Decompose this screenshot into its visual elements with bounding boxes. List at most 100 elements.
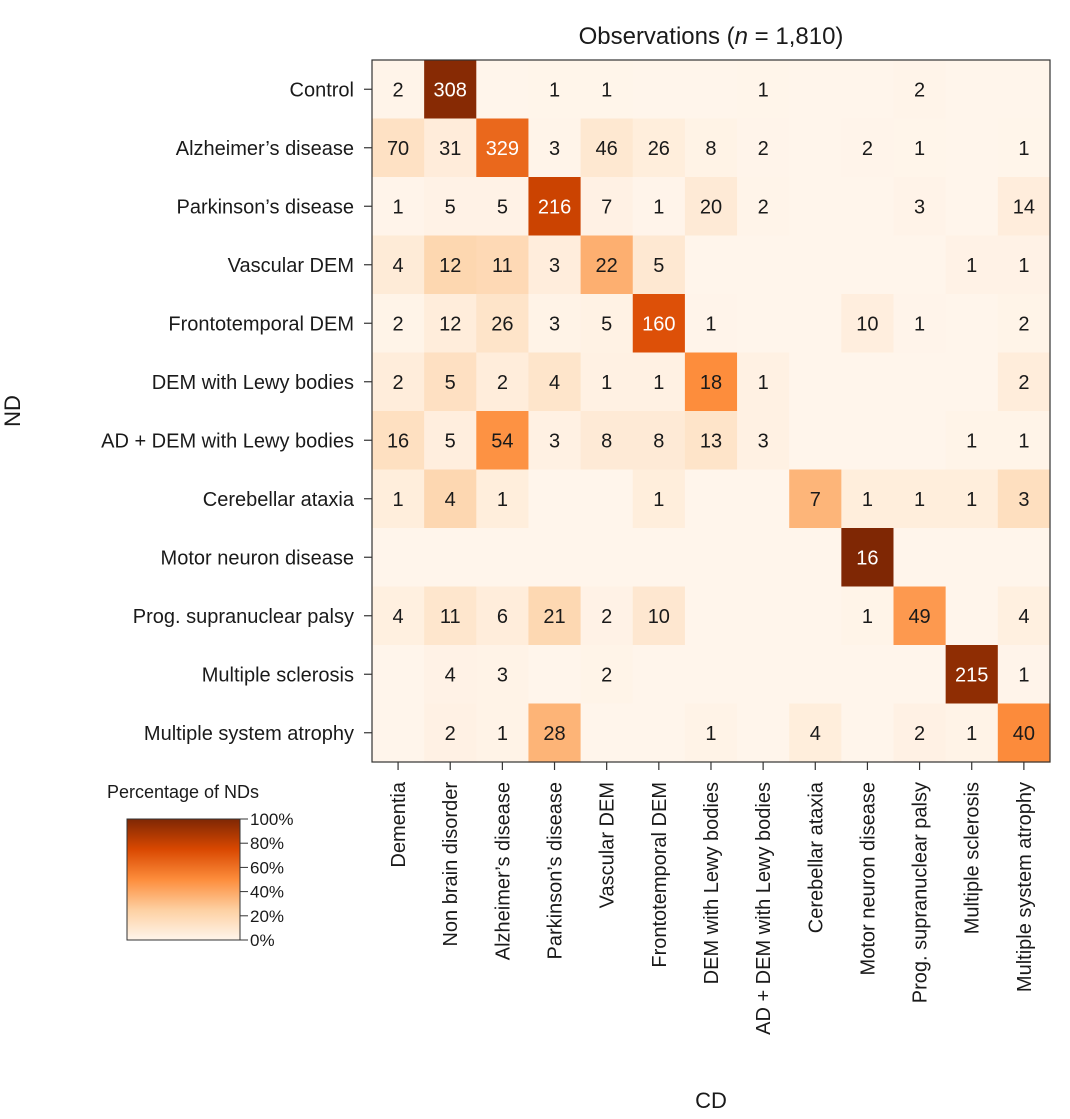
heatmap-cell: [684, 586, 738, 646]
heatmap-cell: [945, 60, 999, 120]
heatmap-cell: [841, 352, 895, 412]
heatmap-cell: [580, 645, 634, 705]
heatmap-cell: [632, 294, 686, 354]
cell-value-label: 2: [914, 723, 925, 745]
heatmap-cell: [893, 645, 947, 705]
heatmap-cell: [789, 60, 842, 120]
heatmap-cell: [528, 294, 582, 354]
heatmap-cell: [893, 352, 947, 412]
heatmap-cell: [997, 294, 1051, 354]
heatmap-cell: [841, 118, 895, 178]
heatmap-cell: [424, 177, 477, 237]
heatmap-cell: [684, 411, 738, 471]
heatmap-cell: [476, 469, 530, 529]
heatmap-cells: [372, 60, 1051, 763]
heatmap-cell: [424, 528, 477, 588]
y-tick-label: Vascular DEM: [228, 255, 354, 277]
y-tick-label: Frontotemporal DEM: [168, 313, 354, 335]
cell-value-label: 2: [393, 372, 404, 394]
heatmap-cell: [945, 703, 999, 763]
heatmap-cell: [893, 469, 947, 529]
heatmap-cell: [893, 177, 947, 237]
heatmap-cell: [476, 352, 530, 412]
heatmap-cell: [528, 118, 582, 178]
heatmap-cell: [841, 235, 895, 295]
cell-value-label: 26: [491, 313, 513, 335]
y-tick-label: Multiple system atrophy: [144, 723, 354, 745]
x-tick-label: Vascular DEM: [597, 782, 619, 908]
heatmap-cell: [684, 703, 738, 763]
heatmap-cell: [997, 352, 1051, 412]
heatmap-cell: [476, 294, 530, 354]
heatmap-cell: [789, 294, 842, 354]
y-tick-label: Parkinson’s disease: [176, 196, 354, 218]
cell-value-label: 4: [445, 664, 456, 686]
heatmap-cell: [841, 177, 895, 237]
heatmap-cell: [372, 118, 425, 178]
cell-value-label: 6: [497, 606, 508, 628]
cell-value-label: 10: [856, 313, 878, 335]
cell-value-label: 2: [393, 313, 404, 335]
heatmap-cell: [424, 352, 477, 412]
cell-value-label: 1: [497, 489, 508, 511]
cell-value-label: 5: [601, 313, 612, 335]
heatmap-cell: [945, 235, 999, 295]
heatmap-cell: [684, 469, 738, 529]
heatmap-cell: [737, 177, 790, 237]
heatmap-cell: [841, 411, 895, 471]
y-tick-label: Multiple sclerosis: [202, 664, 354, 686]
cell-value-label: 4: [810, 723, 821, 745]
cell-value-label: 2: [1018, 372, 1029, 394]
heatmap-cell: [945, 118, 999, 178]
x-tick-label: Cerebellar ataxia: [805, 781, 827, 933]
heatmap-cell: [737, 294, 790, 354]
cell-value-label: 4: [549, 372, 560, 394]
heatmap-cell: [737, 235, 790, 295]
heatmap-cell: [476, 586, 530, 646]
heatmap-cell: [841, 586, 895, 646]
cell-value-label: 8: [653, 430, 664, 452]
heatmap-cell: [528, 60, 582, 120]
heatmap-cell: [737, 528, 790, 588]
heatmap-cell: [997, 645, 1051, 705]
heatmap-cell: [580, 60, 634, 120]
cell-value-label: 1: [705, 313, 716, 335]
heatmap-cell: [841, 528, 895, 588]
cell-value-label: 2: [862, 138, 873, 160]
heatmap-cell: [841, 60, 895, 120]
heatmap-cell: [528, 469, 582, 529]
cell-value-label: 2: [497, 372, 508, 394]
cell-value-label: 11: [440, 606, 461, 628]
cell-value-label: 1: [653, 196, 664, 218]
heatmap-cell: [997, 469, 1051, 529]
heatmap-cell: [893, 586, 947, 646]
heatmap-cell: [789, 586, 842, 646]
heatmap-cell: [424, 60, 477, 120]
legend-tick-label: 60%: [250, 858, 284, 877]
heatmap-cell: [997, 528, 1051, 588]
heatmap-cell: [372, 352, 425, 412]
cell-value-label: 14: [1013, 196, 1035, 218]
heatmap-cell: [424, 294, 477, 354]
legend-title: Percentage of NDs: [107, 782, 259, 802]
heatmap-cell: [841, 469, 895, 529]
heatmap-cell: [737, 60, 790, 120]
cell-value-label: 4: [1018, 606, 1029, 628]
cell-value-label: 1: [1018, 138, 1029, 160]
heatmap-cell: [684, 352, 738, 412]
y-tick-label: DEM with Lewy bodies: [152, 372, 354, 394]
y-axis-title: ND: [0, 395, 25, 427]
cell-value-label: 7: [601, 196, 612, 218]
y-tick-label: AD + DEM with Lewy bodies: [101, 430, 354, 452]
cell-value-label: 5: [497, 196, 508, 218]
legend-ticks: 100% 80% 60% 40% 20% 0%: [240, 810, 293, 950]
heatmap-cell: [372, 528, 425, 588]
cell-value-label: 2: [1018, 313, 1029, 335]
heatmap-cell: [997, 586, 1051, 646]
cell-value-label: 1: [705, 723, 716, 745]
heatmap-cell: [424, 703, 477, 763]
cell-value-label: 1: [758, 372, 769, 394]
heatmap-cell: [684, 60, 738, 120]
legend-tick-label: 100%: [250, 810, 293, 829]
cell-value-label: 5: [445, 430, 456, 452]
